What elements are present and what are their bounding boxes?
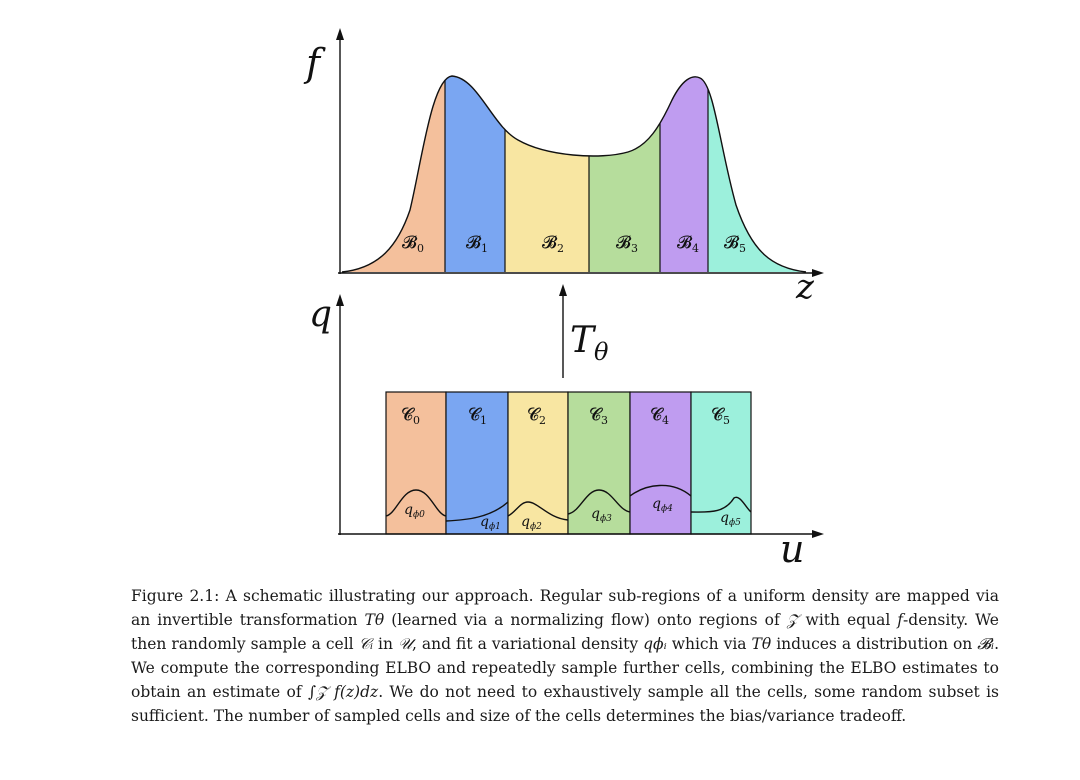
caption-math: ∫𝒵 f(z)dz — [307, 683, 379, 701]
cell-c5 — [690, 391, 752, 535]
approach-schematic: 𝓑0 𝓑1 𝓑2 𝓑3 𝓑4 𝓑5 f z Tθ — [303, 28, 824, 571]
q-phi-0-label: qϕ0 — [404, 502, 425, 520]
cell-c3 — [567, 391, 631, 535]
cell-c3-label: 𝓒3 — [589, 405, 608, 427]
q-curve-5 — [690, 496, 752, 513]
region-b0-label: 𝓑0 — [402, 233, 424, 255]
bottom-cells — [385, 391, 752, 535]
region-b4-label: 𝓑4 — [677, 233, 699, 255]
q-phi-2-label: qϕ2 — [521, 514, 542, 532]
caption-math: Tθ — [364, 611, 385, 629]
cell-c5-label: 𝓒5 — [711, 405, 730, 427]
region-b0-fill — [342, 76, 445, 272]
caption-text: in — [373, 635, 398, 653]
caption-text: . We compute the corresponding ELBO and … — [131, 635, 999, 701]
cell-c4 — [629, 391, 692, 535]
region-b2-label: 𝓑2 — [542, 233, 564, 255]
caption-text: . We do not need to exhaustively sample … — [131, 683, 999, 725]
cell-c1-label: 𝓒1 — [468, 405, 487, 427]
top-region-labels: 𝓑0 𝓑1 𝓑2 𝓑3 𝓑4 𝓑5 — [402, 233, 746, 255]
q-phi-labels: qϕ0 qϕ1 qϕ2 qϕ3 qϕ4 qϕ5 — [404, 496, 741, 532]
bottom-axes — [336, 294, 824, 538]
bottom-y-axis-label: q — [309, 294, 332, 335]
cell-c1 — [445, 391, 509, 535]
transform-arrow — [559, 284, 567, 378]
q-phi-1-label: qϕ1 — [480, 514, 501, 532]
caption-math: 𝒰 — [398, 635, 412, 653]
cell-c2-label: 𝓒2 — [527, 405, 546, 427]
region-b3-label: 𝓑3 — [616, 233, 638, 255]
q-curve-3 — [567, 489, 631, 515]
caption-text: induces a distribution on — [771, 635, 978, 653]
transform-label: Tθ — [570, 320, 609, 366]
q-phi-5-label: qϕ5 — [720, 510, 741, 528]
cell-labels: 𝓒0 𝓒1 𝓒2 𝓒3 𝓒4 𝓒5 — [401, 405, 730, 427]
cell-c0-label: 𝓒0 — [401, 405, 420, 427]
caption-text: with equal — [798, 611, 898, 629]
region-b5-label: 𝓑5 — [724, 233, 746, 255]
bottom-x-axis-label: u — [780, 527, 804, 571]
caption-text: -density. We then randomly sample a cell — [131, 611, 999, 653]
caption-math: qϕᵢ — [643, 635, 667, 653]
q-curve-4 — [629, 484, 692, 497]
caption-text: (learned via a normalizing flow) onto re… — [384, 611, 787, 629]
caption-math: f — [897, 611, 904, 629]
cell-c2 — [507, 391, 569, 535]
q-phi-3-label: qϕ3 — [591, 506, 612, 524]
caption-math: Tθ — [751, 635, 772, 653]
top-y-axis-label: f — [303, 41, 326, 85]
caption-math: 𝓑ᵢ — [977, 635, 995, 653]
caption-math: 𝒞ᵢ — [358, 635, 374, 653]
caption-text: A schematic illustrating our approach. R… — [131, 587, 999, 629]
cell-c0 — [385, 391, 447, 535]
figure-caption: Figure 2.1: A schematic illustrating our… — [131, 584, 999, 728]
bottom-y-arrowhead — [336, 294, 344, 306]
caption-label: Figure 2.1: — [131, 587, 220, 605]
caption-text: which via — [666, 635, 752, 653]
q-phi-4-label: qϕ4 — [652, 496, 673, 514]
bottom-x-arrowhead — [812, 530, 824, 538]
top-x-arrowhead — [812, 269, 824, 277]
caption-math: 𝒵 — [786, 611, 799, 629]
q-curve-2 — [507, 501, 569, 521]
region-b1-label: 𝓑1 — [466, 233, 488, 255]
region-b5-fill — [708, 76, 806, 272]
top-axes — [336, 28, 824, 277]
q-curve-1 — [445, 501, 509, 522]
variational-density-curves — [385, 484, 752, 522]
top-density-curve — [341, 75, 807, 273]
q-curve-0 — [385, 489, 447, 517]
caption-text: , and fit a variational density — [411, 635, 644, 653]
top-x-axis-label: z — [795, 267, 815, 307]
cell-c4-label: 𝓒4 — [650, 405, 669, 427]
top-y-arrowhead — [336, 28, 344, 40]
